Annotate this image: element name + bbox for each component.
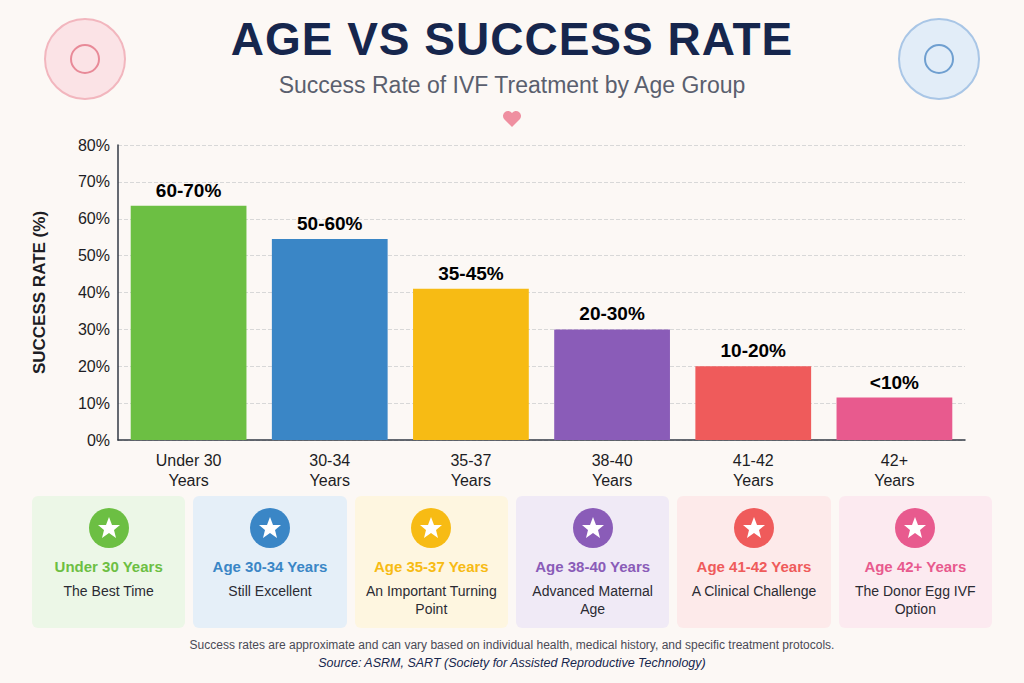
html-text:Age 35-37 Years: Age 35-37 Years — [373, 558, 489, 575]
html-text:Age 41-42 Years: Age 41-42 Years — [696, 558, 812, 575]
svg-text:60-70%: 60-70% — [156, 180, 222, 201]
svg-text:10%: 10% — [78, 395, 110, 412]
html-text:A Clinical Challenge: A Clinical Challenge — [691, 583, 817, 599]
html-text:Age 30-34 Years: Age 30-34 Years — [212, 558, 328, 575]
html-text:Source: ASRM, SART (Society fo: Source: ASRM, SART (Society for Assisted… — [318, 656, 706, 670]
svg-text:50-60%: 50-60% — [297, 213, 363, 234]
svg-text:20-30%: 20-30% — [579, 303, 645, 324]
svg-text:50%: 50% — [78, 247, 110, 264]
svg-text:30-34: 30-34 — [309, 452, 350, 469]
html-text:Age 38-40 Years: Age 38-40 Years — [535, 558, 651, 575]
svg-text:20%: 20% — [78, 358, 110, 375]
svg-text:70%: 70% — [78, 173, 110, 190]
html-text:An Important Turning Point: An Important Turning Point — [365, 583, 497, 617]
svg-text:35-45%: 35-45% — [438, 263, 504, 284]
html-text:The Best Time: The Best Time — [63, 583, 154, 599]
html-text:Age 42+ Years: Age 42+ Years — [864, 558, 967, 575]
html-text:The Donor Egg IVF Option: The Donor Egg IVF Option — [855, 583, 976, 617]
html-text:Still Excellent: Still Excellent — [228, 583, 312, 599]
html-text:Advanced Maternal Age: Advanced Maternal Age — [532, 583, 653, 617]
svg-text:35-37: 35-37 — [450, 452, 491, 469]
svg-text:80%: 80% — [78, 137, 110, 154]
html-text:AGE VS SUCCESS RATE: AGE VS SUCCESS RATE — [230, 13, 794, 65]
svg-text:42+: 42+ — [881, 452, 908, 469]
svg-text:40%: 40% — [78, 284, 110, 301]
svg-text:38-40: 38-40 — [592, 452, 633, 469]
svg-text:41-42: 41-42 — [733, 452, 774, 469]
svg-text:Under 30: Under 30 — [156, 452, 222, 469]
html-text:Success Rate of IVF Treatment: Success Rate of IVF Treatment by Age Gro… — [278, 72, 746, 98]
svg-text:Years: Years — [168, 472, 208, 489]
svg-text:<10%: <10% — [870, 372, 919, 393]
svg-text:0%: 0% — [87, 432, 110, 449]
html-text:Success rates are approximate: Success rates are approximate and can va… — [189, 638, 835, 652]
svg-text:10-20%: 10-20% — [721, 340, 787, 361]
svg-text:Years: Years — [733, 472, 773, 489]
svg-text:Years: Years — [874, 472, 914, 489]
svg-text:Years: Years — [592, 472, 632, 489]
svg-text:SUCCESS RATE (%): SUCCESS RATE (%) — [30, 211, 49, 374]
svg-text:60%: 60% — [78, 210, 110, 227]
svg-text:Years: Years — [310, 472, 350, 489]
svg-text:Years: Years — [451, 472, 491, 489]
html-text:Under 30 Years: Under 30 Years — [54, 558, 163, 575]
svg-text:30%: 30% — [78, 321, 110, 338]
